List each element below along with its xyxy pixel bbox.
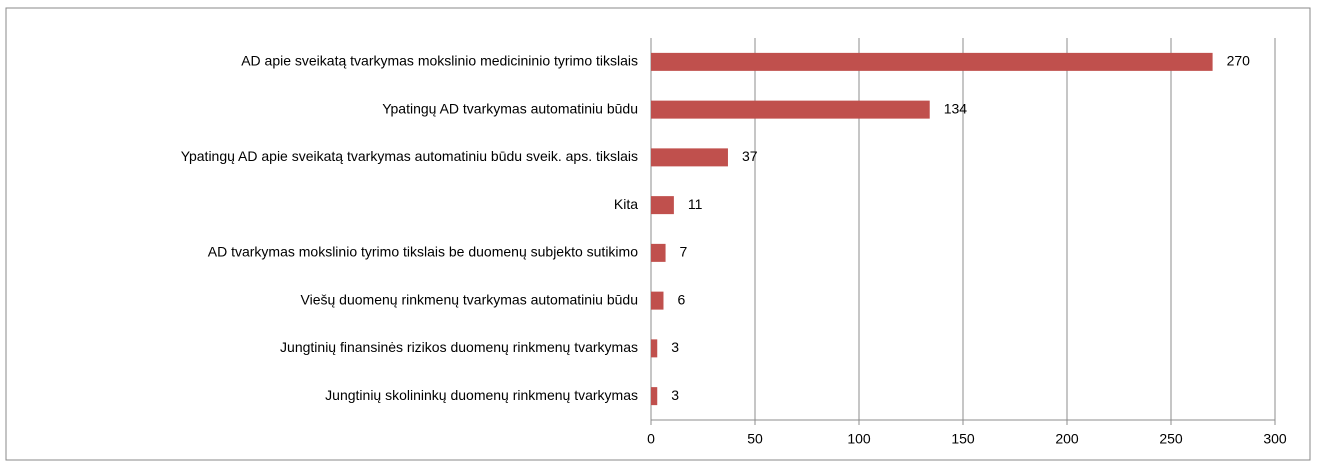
value-label: 6 [677, 291, 685, 307]
y-tick-label: Ypatingų AD apie sveikatą tvarkymas auto… [181, 148, 638, 164]
x-tick-label: 0 [647, 431, 655, 447]
y-tick-label: Ypatingų AD tvarkymas automatiniu būdu [382, 100, 638, 116]
chart-frame [5, 7, 1311, 461]
value-label: 3 [671, 339, 679, 355]
bar [651, 196, 674, 215]
x-tick-label: 200 [1055, 431, 1079, 447]
value-label: 7 [680, 244, 688, 260]
x-tick-label: 250 [1159, 431, 1183, 447]
bar [651, 243, 666, 262]
value-label: 134 [944, 100, 968, 116]
y-tick-label: AD apie sveikatą tvarkymas mokslinio med… [241, 53, 638, 69]
x-tick-label: 100 [847, 431, 871, 447]
value-label: 270 [1227, 53, 1251, 69]
x-tick-label: 50 [747, 431, 763, 447]
y-tick-label: Jungtinių finansinės rizikos duomenų rin… [280, 339, 638, 355]
x-tick-label: 300 [1263, 431, 1287, 447]
bar [651, 387, 658, 406]
bar [651, 291, 664, 310]
x-tick-label: 150 [951, 431, 975, 447]
y-tick-label: Kita [614, 196, 638, 212]
bar [651, 52, 1213, 71]
y-tick-label: Viešų duomenų rinkmenų tvarkymas automat… [301, 291, 638, 307]
bar [651, 100, 930, 119]
bar [651, 339, 658, 358]
value-label: 11 [688, 196, 703, 212]
value-label: 37 [742, 148, 758, 164]
y-tick-label: AD tvarkymas mokslinio tyrimo tikslais b… [208, 244, 638, 260]
value-label: 3 [671, 387, 679, 403]
y-tick-label: Jungtinių skolininkų duomenų rinkmenų tv… [325, 387, 638, 403]
bar [651, 148, 728, 167]
